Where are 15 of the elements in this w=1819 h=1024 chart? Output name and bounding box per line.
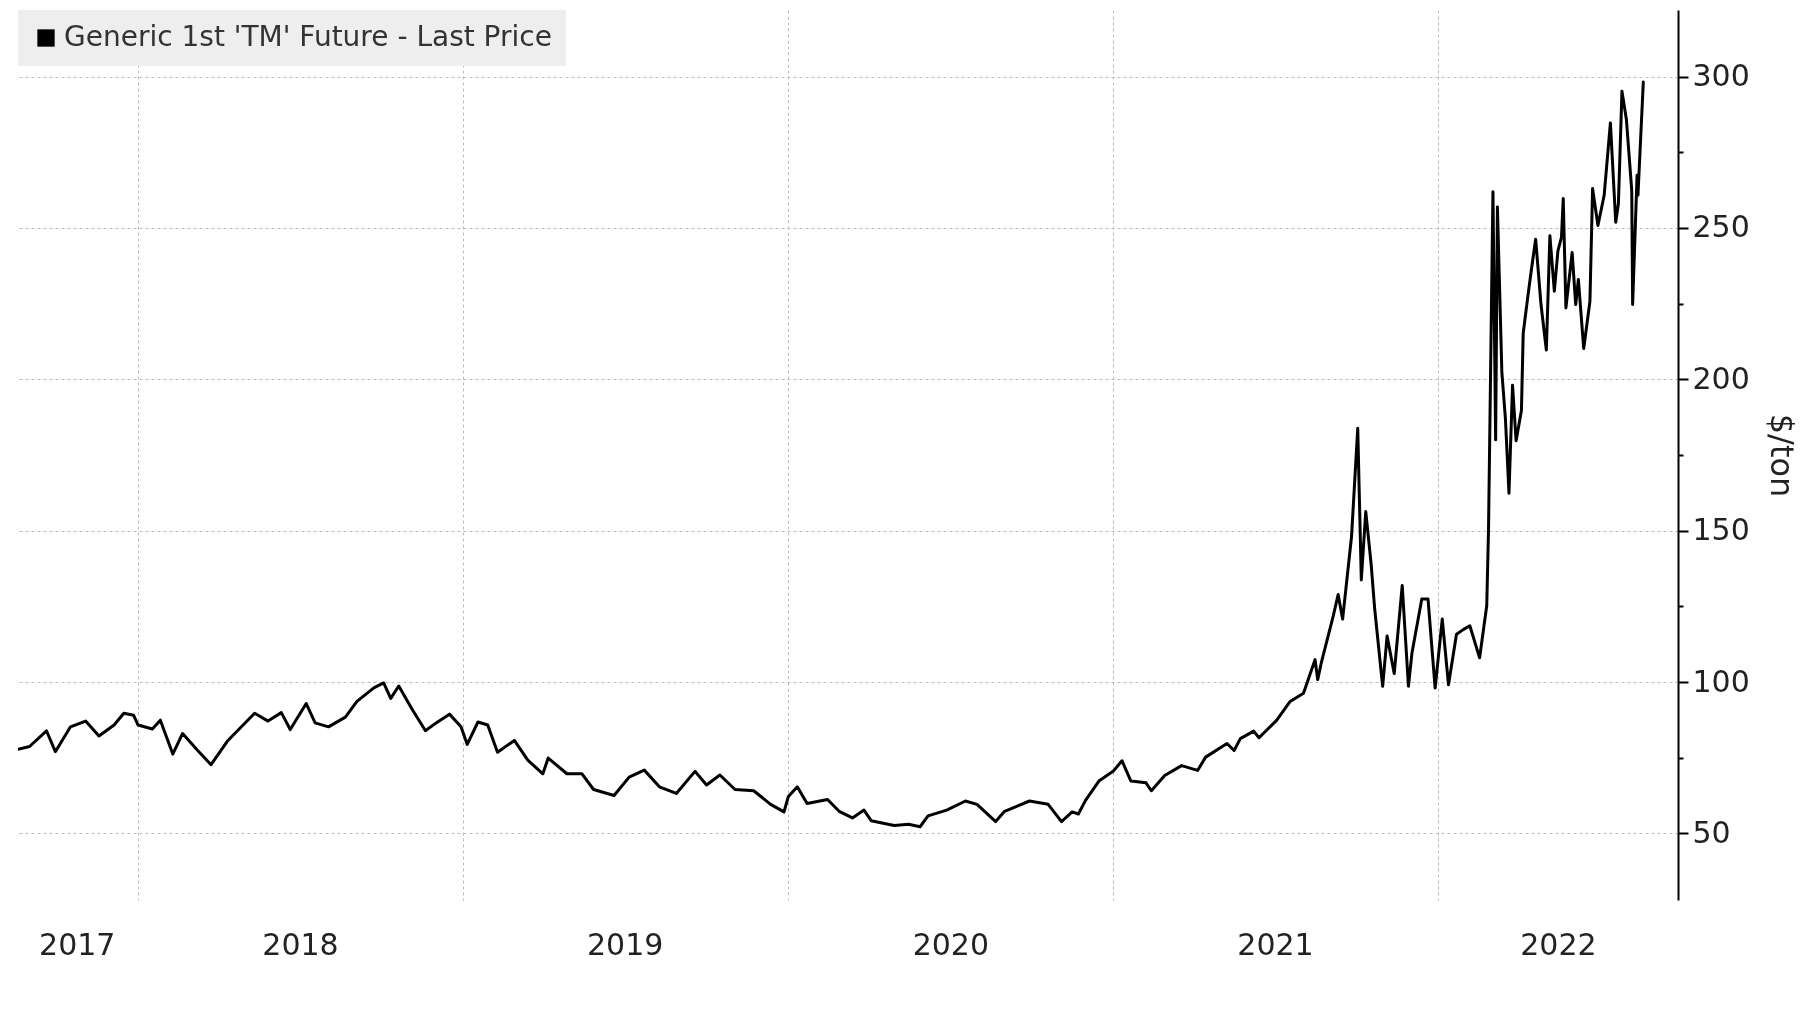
- x-tick-label: 2019: [587, 926, 664, 962]
- y-axis-title: $/ton: [1762, 413, 1801, 498]
- x-tick-label: 2020: [912, 926, 989, 962]
- line-series: [18, 80, 1645, 829]
- x-tick-label: 2021: [1237, 926, 1314, 962]
- legend-label: Generic 1st 'TM' Future - Last Price: [64, 20, 552, 53]
- y-tick-label: 300: [1692, 58, 1750, 94]
- y-tick-label: 250: [1692, 209, 1750, 245]
- y-tick-label: 200: [1692, 360, 1750, 396]
- x-tick-label: 2018: [262, 926, 339, 962]
- y-tick-label: 150: [1692, 512, 1750, 548]
- y-tick-label: 50: [1692, 814, 1731, 850]
- x-tick-label: 2022: [1520, 926, 1597, 962]
- x-tick-label: 2017: [39, 926, 116, 962]
- y-tick-label: 100: [1692, 663, 1750, 699]
